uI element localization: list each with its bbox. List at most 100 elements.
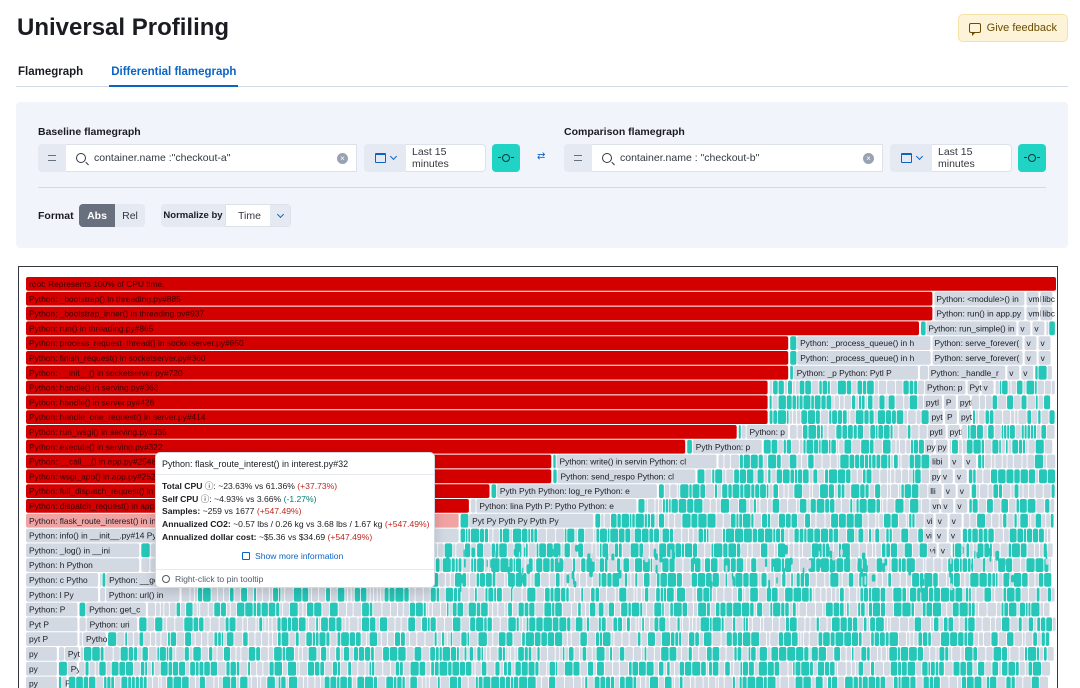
flame-frame[interactable]	[613, 617, 618, 632]
flame-frame[interactable]	[464, 647, 467, 661]
flame-frame[interactable]	[726, 647, 734, 661]
flame-frame[interactable]	[478, 632, 487, 646]
flame-frame[interactable]	[634, 528, 642, 543]
flame-frame[interactable]	[698, 528, 703, 543]
flame-frame[interactable]	[251, 676, 258, 688]
flame-frame[interactable]	[695, 632, 699, 646]
flame-frame[interactable]	[744, 558, 747, 572]
flame-frame[interactable]	[390, 661, 395, 676]
flame-frame[interactable]	[785, 587, 793, 602]
flame-frame[interactable]	[962, 528, 968, 543]
flame-frame[interactable]	[256, 587, 262, 602]
flame-frame[interactable]	[895, 469, 902, 484]
flame-frame[interactable]	[1040, 306, 1053, 321]
flame-frame[interactable]	[940, 676, 949, 688]
flame-frame[interactable]	[899, 617, 909, 632]
flame-frame[interactable]	[488, 558, 491, 572]
flame-frame[interactable]	[868, 676, 876, 688]
flame-frame[interactable]	[85, 661, 89, 676]
flame-frame[interactable]	[563, 573, 568, 587]
flame-frame[interactable]	[864, 528, 869, 543]
flame-frame[interactable]	[884, 558, 888, 566]
flame-frame[interactable]	[168, 661, 173, 676]
flame-frame[interactable]	[742, 676, 747, 688]
flame-frame[interactable]	[929, 410, 943, 424]
flame-frame[interactable]	[701, 661, 706, 676]
flame-frame[interactable]	[341, 632, 349, 646]
flame-frame[interactable]	[986, 499, 993, 513]
flame-frame[interactable]	[968, 602, 971, 617]
flame-frame[interactable]	[893, 676, 898, 688]
flame-frame[interactable]	[621, 558, 623, 572]
flame-frame[interactable]	[869, 410, 874, 424]
flame-frame[interactable]	[1043, 484, 1051, 498]
flame-frame[interactable]	[587, 661, 594, 676]
flame-frame[interactable]	[818, 543, 822, 552]
flame-frame[interactable]	[804, 647, 809, 661]
flame-frame[interactable]	[984, 557, 986, 566]
flame-frame[interactable]	[862, 380, 867, 395]
flame-frame[interactable]	[862, 469, 866, 484]
flame-frame[interactable]	[1046, 454, 1056, 469]
flame-frame[interactable]	[1036, 425, 1041, 439]
flame-frame[interactable]	[895, 380, 903, 395]
flame-frame[interactable]	[788, 499, 797, 513]
flame-frame[interactable]	[806, 439, 814, 454]
flame-frame[interactable]	[837, 661, 846, 676]
flame-frame[interactable]	[426, 602, 429, 617]
flame-frame[interactable]	[1051, 380, 1055, 395]
flame-frame[interactable]	[853, 425, 857, 439]
flame-frame[interactable]	[261, 632, 269, 646]
flame-frame[interactable]	[688, 647, 692, 661]
flame-frame[interactable]	[710, 499, 716, 513]
flame-frame[interactable]	[750, 454, 758, 469]
flame-frame[interactable]	[723, 543, 728, 558]
flame-frame[interactable]	[756, 499, 760, 513]
flame-frame[interactable]	[452, 617, 461, 632]
flame-frame[interactable]	[857, 469, 863, 484]
flame-frame[interactable]	[262, 587, 269, 602]
flame-frame[interactable]	[1009, 528, 1017, 543]
flame-frame[interactable]	[281, 632, 289, 646]
flame-frame[interactable]	[302, 587, 309, 602]
flame-frame[interactable]	[952, 647, 961, 661]
flame-frame[interactable]	[794, 484, 803, 498]
flame-frame[interactable]	[823, 602, 825, 617]
flame-frame[interactable]	[321, 647, 327, 661]
flame-frame[interactable]	[1048, 528, 1051, 543]
flame-frame[interactable]	[282, 647, 286, 661]
flame-frame[interactable]	[348, 587, 351, 602]
flame-frame[interactable]	[628, 602, 631, 617]
flame-frame[interactable]	[822, 454, 830, 469]
flame-frame[interactable]	[298, 617, 306, 632]
flame-frame[interactable]	[901, 661, 907, 676]
flame-frame[interactable]	[836, 439, 839, 454]
flame-frame[interactable]	[701, 558, 705, 572]
flame-frame[interactable]	[26, 661, 57, 676]
flame-frame[interactable]	[874, 661, 884, 676]
flame-frame[interactable]	[871, 528, 875, 543]
flame-frame[interactable]	[730, 513, 736, 528]
flame-frame[interactable]	[395, 587, 404, 602]
flame-frame[interactable]	[914, 454, 921, 469]
flame-frame[interactable]	[512, 602, 518, 617]
flame-frame[interactable]	[979, 602, 987, 617]
flame-frame[interactable]	[855, 528, 858, 543]
flame-frame[interactable]	[638, 573, 644, 587]
flame-frame[interactable]	[810, 484, 813, 498]
flame-frame[interactable]	[797, 425, 803, 439]
flame-frame[interactable]	[743, 617, 746, 632]
flame-frame[interactable]	[167, 676, 173, 688]
flame-frame[interactable]	[647, 513, 651, 528]
flame-frame[interactable]	[930, 661, 935, 676]
flame-frame[interactable]	[993, 558, 998, 572]
comparison-time-range[interactable]: Last 15 minutes	[932, 144, 1012, 172]
flame-frame[interactable]	[803, 469, 809, 484]
flame-frame[interactable]	[664, 513, 668, 528]
flame-frame[interactable]	[692, 439, 762, 454]
flame-frame[interactable]	[289, 602, 298, 617]
flame-frame[interactable]	[807, 499, 810, 513]
flame-frame[interactable]	[646, 676, 650, 688]
flame-frame[interactable]	[885, 395, 888, 410]
flame-frame[interactable]	[941, 499, 954, 513]
